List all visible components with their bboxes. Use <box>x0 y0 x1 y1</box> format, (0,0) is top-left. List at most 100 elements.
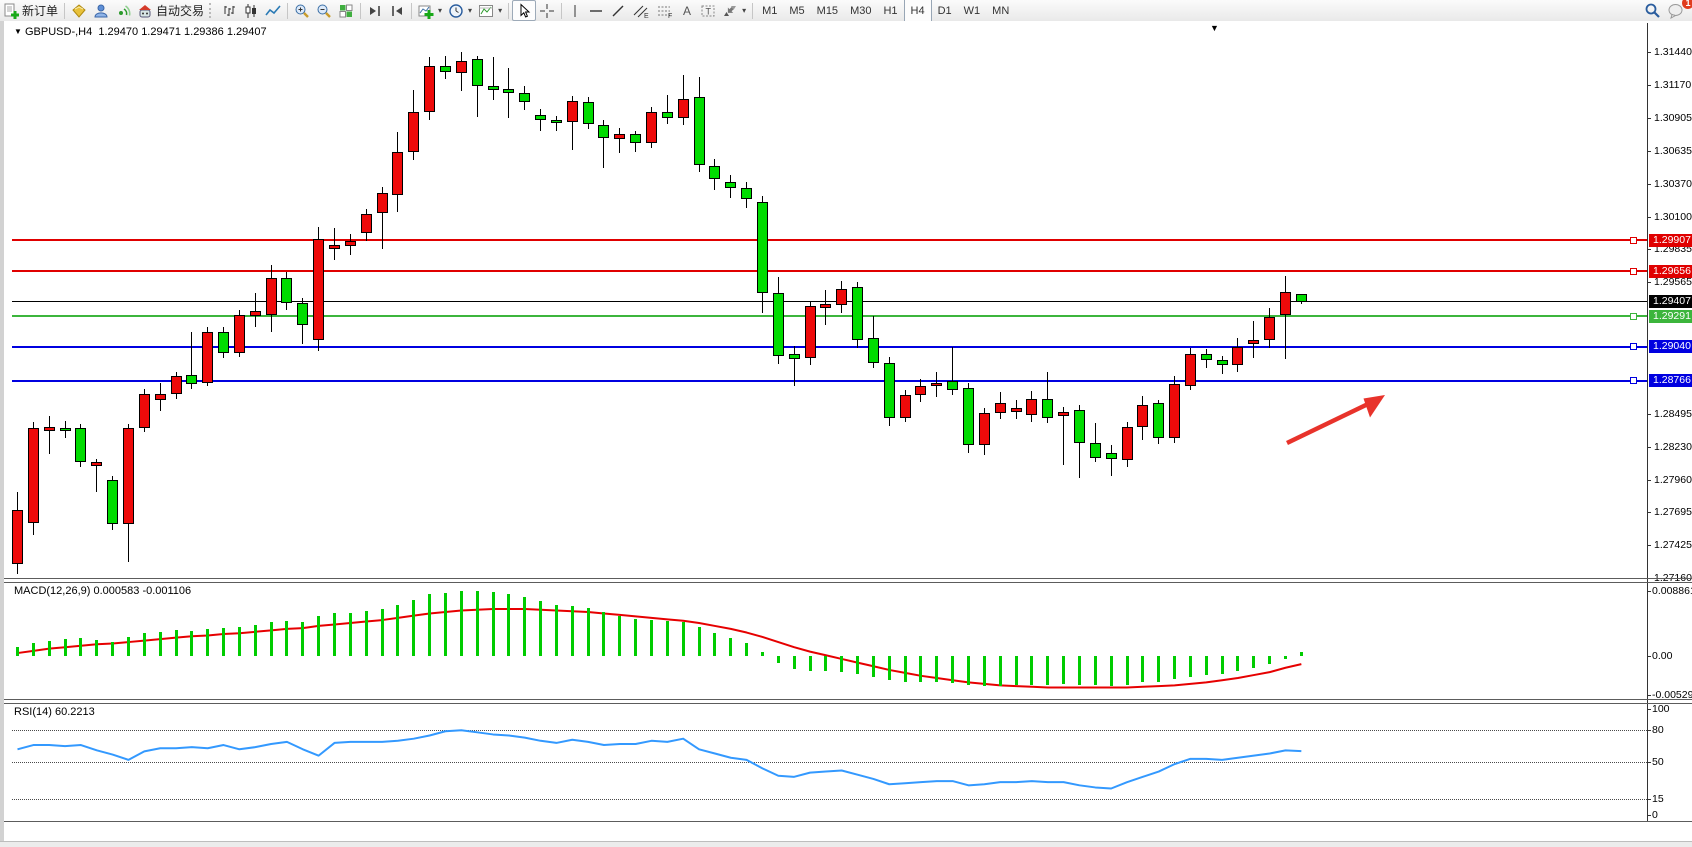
candle-wick <box>571 96 573 151</box>
candlestick-chart-button[interactable] <box>240 1 262 20</box>
cursor-tool-button[interactable] <box>512 0 537 21</box>
indicators-button[interactable]: ▾ <box>415 1 445 20</box>
notifications-button[interactable]: 1 <box>1664 0 1692 20</box>
horizontal-line-tool-button[interactable] <box>585 1 607 20</box>
chevron-down-icon: ▾ <box>468 6 473 15</box>
tile-windows-button[interactable] <box>335 1 357 20</box>
auto-scroll-icon <box>367 3 383 19</box>
window-bottom-edge <box>0 841 1692 847</box>
trendline-tool-button[interactable] <box>607 1 629 20</box>
macd-histogram-bar <box>412 599 416 656</box>
community-button[interactable] <box>90 1 112 20</box>
search-button[interactable] <box>1641 1 1664 20</box>
horizontal-line-icon <box>588 3 604 19</box>
support-resistance-line[interactable] <box>12 379 1647 382</box>
signals-button[interactable] <box>112 1 134 20</box>
ohlc-close: 1.29407 <box>226 26 267 38</box>
price-axis-line <box>1647 23 1648 821</box>
candle <box>741 188 753 200</box>
equidistant-channel-tool-button[interactable]: E <box>629 1 653 20</box>
zoom-in-button[interactable] <box>291 1 313 20</box>
macd-histogram-bar <box>475 590 479 656</box>
candle <box>376 193 388 213</box>
panel-divider[interactable] <box>4 578 1692 579</box>
separator <box>360 2 362 19</box>
line-handle[interactable] <box>1630 343 1637 351</box>
bar-chart-button[interactable] <box>218 1 240 20</box>
macd-tick <box>1647 591 1651 592</box>
line-handle[interactable] <box>1630 236 1637 244</box>
panel-divider[interactable] <box>4 582 1692 583</box>
macd-histogram-bar <box>1046 656 1050 685</box>
macd-histogram-bar <box>602 611 606 656</box>
algo-trading-label: 自动交易 <box>156 4 205 18</box>
crosshair-tool-button[interactable] <box>536 1 558 20</box>
macd-histogram-bar <box>1299 651 1303 656</box>
candle <box>329 244 340 249</box>
indicator-overlay <box>17 395 1386 790</box>
panel-divider[interactable] <box>4 703 1692 704</box>
templates-button[interactable]: ▾ <box>475 1 505 20</box>
tab-timeframe-D1[interactable]: D1 <box>937 4 952 17</box>
auto-scroll-button[interactable] <box>364 1 386 20</box>
chevron-down-icon: ▾ <box>742 6 747 15</box>
collapse-triangle-icon: ▼ <box>14 27 22 36</box>
annotation-arrow-head[interactable] <box>1363 395 1386 418</box>
price-tag: 1.28766 <box>1649 374 1692 388</box>
candle-wick <box>476 55 478 118</box>
zoom-out-button[interactable] <box>313 1 335 20</box>
current-price-line[interactable] <box>12 301 1647 303</box>
text-label-icon: T <box>700 3 716 19</box>
fibonacci-tool-button[interactable]: F <box>653 1 677 20</box>
periods-button[interactable]: ▾ <box>445 1 475 20</box>
line-handle[interactable] <box>1630 377 1637 385</box>
macd-histogram-bar <box>348 612 352 656</box>
macd-histogram-bar <box>380 609 384 656</box>
tab-timeframe-M5[interactable]: M5 <box>789 4 805 17</box>
candlestick-chart-icon <box>243 3 259 19</box>
support-resistance-line[interactable] <box>12 315 1647 318</box>
text-tool-button[interactable]: A <box>677 1 697 20</box>
tab-timeframe-W1[interactable]: W1 <box>963 4 981 17</box>
arrows-tool-button[interactable]: ▾ <box>719 1 749 20</box>
algo-trading-button[interactable]: 自动交易 <box>134 1 207 20</box>
price-tick <box>1647 117 1651 119</box>
chart-plot-area[interactable]: ▼ GBPUSD-,H4 1.29470 1.29471 1.29386 1.2… <box>4 21 1692 847</box>
candle-wick <box>1285 275 1286 360</box>
tab-timeframe-H4[interactable]: H4 <box>903 0 932 22</box>
candle-wick <box>825 290 827 325</box>
candle <box>1216 360 1228 366</box>
support-resistance-line[interactable] <box>12 270 1647 273</box>
chart-shift-button[interactable] <box>386 1 408 20</box>
support-resistance-line[interactable] <box>12 239 1647 242</box>
tab-timeframe-M15[interactable]: M15 <box>816 4 839 17</box>
support-resistance-line[interactable] <box>12 345 1647 348</box>
macd-tick-label: 0.00 <box>1652 650 1673 662</box>
toolbar-grip[interactable] <box>209 3 216 18</box>
panel-divider[interactable] <box>4 699 1692 700</box>
tab-timeframe-H1[interactable]: H1 <box>883 4 898 17</box>
macd-histogram-bar <box>285 620 289 656</box>
macd-histogram-bar <box>1125 656 1129 685</box>
vertical-line-tool-button[interactable] <box>565 1 585 20</box>
price-tick <box>1647 282 1651 284</box>
candle <box>1010 408 1022 413</box>
tab-timeframe-M1[interactable]: M1 <box>762 4 778 17</box>
tab-timeframe-MN[interactable]: MN <box>992 4 1010 17</box>
candle <box>12 510 23 565</box>
price-tag: 1.29291 <box>1649 309 1692 323</box>
candle <box>297 302 309 325</box>
text-label-tool-button[interactable]: T <box>697 1 719 20</box>
macd-histogram-bar <box>713 632 717 656</box>
vps-button[interactable] <box>68 1 90 20</box>
line-handle[interactable] <box>1630 312 1637 320</box>
line-handle[interactable] <box>1630 267 1637 275</box>
tab-timeframe-M30[interactable]: M30 <box>850 4 872 17</box>
candle-wick <box>1253 321 1255 358</box>
rsi-tick-label: 15 <box>1652 793 1664 806</box>
rsi-tick-label: 0 <box>1652 809 1658 821</box>
new-order-button[interactable]: 新订单 <box>0 1 61 20</box>
line-chart-button[interactable] <box>262 1 284 20</box>
annotation-arrow-shaft[interactable] <box>1286 401 1369 446</box>
candle <box>1073 409 1085 443</box>
